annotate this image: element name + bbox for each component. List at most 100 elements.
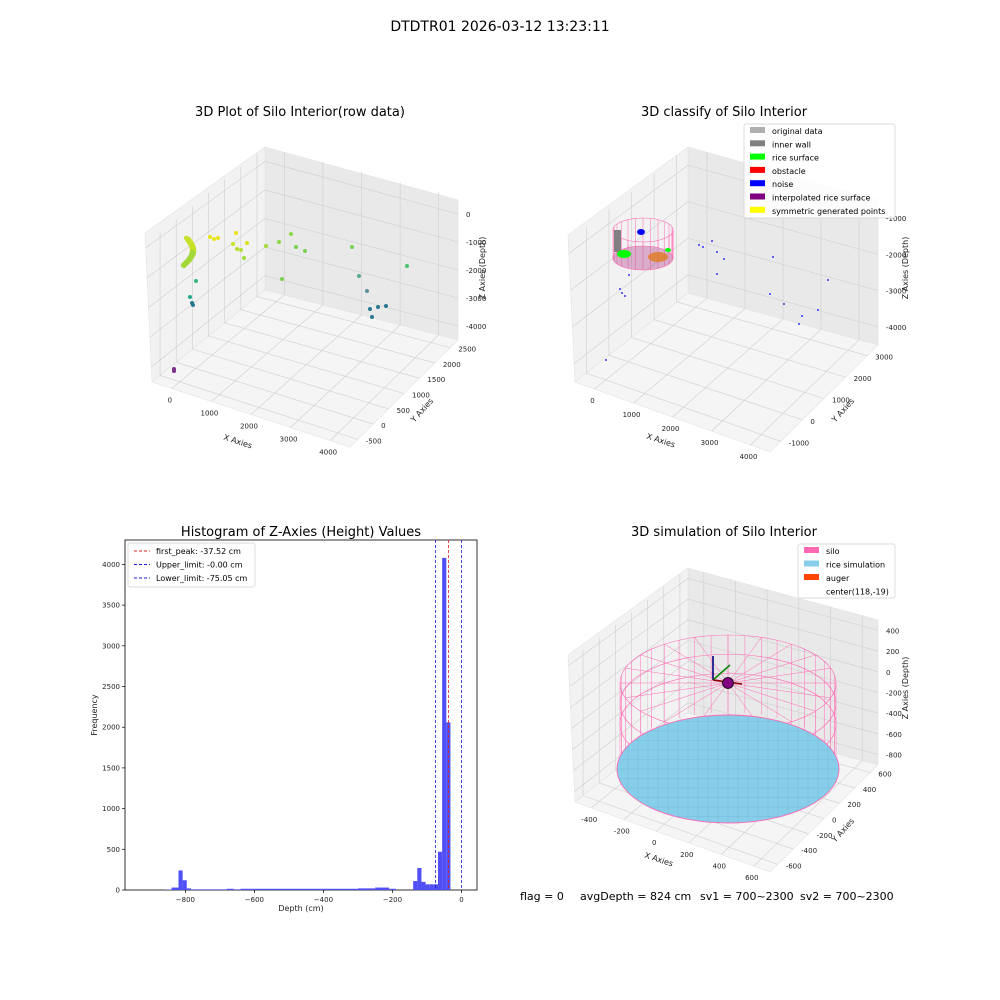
y-tick-label: 0 <box>832 817 836 825</box>
histogram-bar <box>389 888 396 890</box>
raw-point <box>368 307 372 311</box>
z-tick-label: -200 <box>886 690 902 698</box>
grid-line <box>264 246 459 299</box>
legend-label: rice simulation <box>826 561 885 570</box>
y-tick-label: 500 <box>107 846 120 854</box>
histogram-axes-box <box>124 539 478 891</box>
silo-radial <box>640 682 729 712</box>
raw-point <box>188 295 192 299</box>
plot-classify-floor-pane <box>574 292 879 453</box>
z-tick-label: -4000 <box>886 324 906 332</box>
raw-point <box>234 231 238 235</box>
grid-line <box>676 301 868 356</box>
z-tick-label: -600 <box>886 731 902 739</box>
noise-point <box>772 256 774 258</box>
grid-line <box>264 189 459 243</box>
noise-point <box>716 251 718 253</box>
z-tick-label: 0 <box>886 669 890 677</box>
histogram-bar <box>425 884 430 890</box>
grid-line <box>568 578 689 666</box>
x-tick-label: −400 <box>314 896 333 904</box>
legend-label: rice surface <box>772 154 819 163</box>
legend-label: auger <box>826 574 850 583</box>
grid-line <box>582 795 778 865</box>
x-tick-label: 600 <box>745 874 758 882</box>
raw-point <box>212 237 216 241</box>
legend-label: first_peak: -37.52 cm <box>156 547 241 556</box>
noise-point <box>711 240 713 242</box>
plot-classify-3d: 3D classify of Silo Interior 0 1000 2000 30… <box>567 105 910 461</box>
y-tick-label: 1000 <box>832 397 850 405</box>
raw-point <box>235 247 239 251</box>
z-tick-label: -400 <box>886 710 902 718</box>
footer-avg-depth: avgDepth = 824 cm <box>580 890 691 903</box>
raw-point <box>245 241 249 245</box>
histogram-bars <box>164 557 451 890</box>
rice-simulation-surface <box>616 714 840 824</box>
plot-classify-title: 3D classify of Silo Interior <box>641 105 808 120</box>
z-tick-label: -4000 <box>466 323 486 331</box>
x-tick-label: -200 <box>614 828 630 836</box>
raw-point <box>181 263 187 269</box>
grid-line <box>151 275 266 368</box>
rice-surface-points <box>665 248 671 252</box>
histogram-bar <box>240 888 289 890</box>
x-tick-label: −600 <box>245 896 264 904</box>
z-tick-label: 400 <box>886 627 899 635</box>
legend-label: Upper_limit: -0.00 cm <box>156 561 243 570</box>
raw-point <box>365 289 369 293</box>
histogram-bar <box>442 557 447 890</box>
plot-simulation-legend: silo rice simulation auger center(118,-19) <box>797 543 896 599</box>
legend-label: noise <box>772 180 793 189</box>
histogram-bar <box>438 851 443 890</box>
y-tick-label: 400 <box>863 786 876 794</box>
y-tick-label: 3500 <box>102 602 120 610</box>
grid-line <box>570 201 689 291</box>
auger-axis-y <box>712 664 731 681</box>
x-tick-label: 4000 <box>740 453 758 461</box>
y-tick-label: 2500 <box>458 346 476 354</box>
plot-simulation-title: 3D simulation of Silo Interior <box>631 525 818 540</box>
plot-raw-ylabel: Y Axies <box>408 397 435 425</box>
raw-point <box>277 240 281 244</box>
histogram-bar <box>190 889 227 890</box>
silo-radial <box>727 682 816 712</box>
grid-line <box>264 161 459 215</box>
legend-swatch <box>804 560 819 567</box>
inner-wall-points <box>614 230 621 252</box>
grid-line <box>145 161 266 249</box>
grid-line <box>572 660 689 750</box>
x-tick-label: 3000 <box>280 436 298 444</box>
noise-point <box>783 303 785 305</box>
noise-point <box>619 288 621 290</box>
histogram-bar <box>357 888 376 890</box>
grid-line <box>192 348 389 410</box>
auger-center <box>722 677 734 689</box>
raw-point <box>216 236 220 240</box>
plot-histogram: Histogram of Z-Axies (Height) Values −80… <box>90 525 478 913</box>
plot-classify-grid <box>568 152 879 446</box>
rice-surface-points <box>617 250 631 258</box>
histogram-ticks: −800 −600 −400 −200 0 0 500 1000 1500 2000 2500 300… <box>102 561 464 904</box>
y-tick-label: 3000 <box>875 354 893 362</box>
footer-sv1: sv1 = 700~2300 <box>700 890 794 903</box>
z-tick-label: 0 <box>466 211 470 219</box>
y-tick-label: 1500 <box>427 376 445 384</box>
footer-flag: flag = 0 <box>520 890 564 903</box>
x-tick-label: 0 <box>168 397 172 405</box>
y-tick-label: 2000 <box>102 724 120 732</box>
x-tick-label: −200 <box>383 896 402 904</box>
y-tick-label: 0 <box>116 887 120 895</box>
auger-marker <box>712 656 743 689</box>
x-tick-label: 2000 <box>662 425 680 433</box>
noise-point <box>801 315 803 317</box>
x-tick-label: 1000 <box>200 410 218 418</box>
footer-status: flag = 0 avgDepth = 824 cm sv1 = 700~230… <box>520 890 894 903</box>
grid-line <box>146 189 266 278</box>
y-tick-label: 200 <box>847 801 860 809</box>
grid-line <box>687 681 879 735</box>
x-tick-label: −800 <box>176 896 195 904</box>
noise-point <box>621 292 623 294</box>
raw-point <box>172 367 176 371</box>
